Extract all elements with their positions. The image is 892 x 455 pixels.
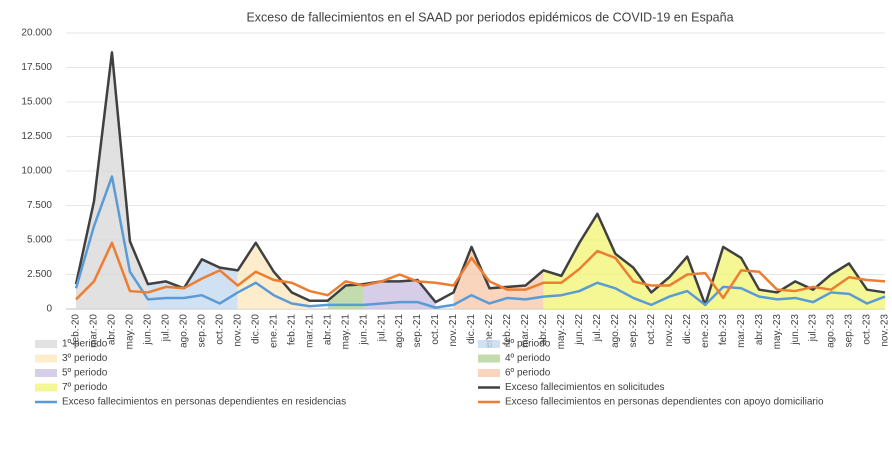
x-tick-label: jun.-23: [790, 314, 801, 346]
x-tick-label: ago.-20: [179, 314, 190, 348]
y-tick-label: 10.000: [21, 166, 52, 177]
x-tick-label: oct.-22: [646, 314, 657, 345]
legend-swatch: [35, 369, 57, 377]
x-tick-label: dic.-21: [466, 314, 477, 344]
x-tick-label: ago.-23: [826, 314, 837, 348]
x-tick-label: mar.-20: [89, 314, 100, 348]
x-tick-label: jun.-22: [574, 314, 585, 346]
x-tick-label: abr.-22: [538, 314, 549, 346]
legend-swatch: [478, 369, 500, 377]
legend-label: 5º periodo: [62, 368, 108, 379]
y-tick-label: 12.500: [21, 131, 52, 142]
period-area: [543, 213, 885, 309]
x-tick-label: sep.-22: [628, 314, 639, 348]
x-tick-label: nov.-21: [448, 314, 459, 347]
x-tick-label: jul.-23: [808, 314, 819, 343]
legend-label: 4º periodo: [505, 353, 551, 364]
x-tick-label: oct.-20: [214, 314, 225, 345]
series-line: [74, 51, 886, 307]
x-tick-label: oct.-23: [862, 314, 873, 345]
legend-label: Exceso fallecimientos en personas depend…: [505, 397, 824, 408]
x-tick-label: mar.-22: [520, 314, 531, 348]
chart-title: Exceso de fallecimientos en el SAAD por …: [246, 10, 733, 24]
x-tick-label: nov.-23: [880, 314, 891, 347]
y-tick-label: 0: [46, 304, 52, 315]
x-tick-label: feb.-21: [286, 314, 297, 346]
x-tick-label: mar.-21: [304, 314, 315, 348]
x-tick-label: oct.-21: [430, 314, 441, 345]
x-tick-label: dic.-20: [250, 314, 261, 344]
legend-swatch: [35, 354, 57, 363]
legend-label: Exceso fallecimientos en solicitudes: [505, 382, 665, 393]
legend-label: 2º periodo: [505, 339, 551, 350]
x-tick-label: nov.-20: [232, 314, 243, 347]
y-tick-label: 17.500: [21, 62, 52, 73]
series-line: [75, 241, 886, 301]
x-tick-label: ene.-23: [700, 314, 711, 348]
x-tick-label: feb.-22: [502, 314, 513, 346]
x-tick-label: mar.-23: [736, 314, 747, 348]
period-area: [327, 284, 364, 309]
x-tick-label: jun.-20: [143, 314, 154, 346]
y-tick-label: 2.500: [27, 269, 52, 280]
y-tick-label: 7.500: [27, 200, 52, 211]
y-tick-label: 20.000: [21, 28, 52, 39]
legend-swatch: [478, 340, 500, 348]
series-line: [74, 175, 886, 309]
x-tick-label: abr.-21: [322, 314, 333, 346]
x-tick-label: jul.-22: [592, 314, 603, 343]
x-tick-label: feb.-23: [718, 314, 729, 346]
legend-label: 7º periodo: [62, 382, 108, 393]
legend-label: 6º periodo: [505, 368, 551, 379]
x-tick-label: ago.-22: [610, 314, 621, 348]
x-tick-label: ene.-21: [268, 314, 279, 348]
x-tick-label: sep.-20: [196, 314, 207, 348]
legend-label: Exceso fallecimientos en personas depend…: [62, 397, 346, 408]
x-tick-label: jun.-21: [358, 314, 369, 346]
x-tick-label: abr.-23: [754, 314, 765, 346]
x-tick-label: sep.-23: [844, 314, 855, 348]
legend-label: 1º periodo: [62, 339, 108, 350]
x-tick-label: may.-22: [556, 314, 567, 350]
x-tick-label: ene.-22: [484, 314, 495, 348]
x-tick-label: sep.-21: [412, 314, 423, 348]
x-tick-label: nov.-22: [664, 314, 675, 347]
x-tick-label: feb.-20: [71, 314, 82, 346]
x-tick-label: may.-21: [340, 314, 351, 350]
x-tick-label: ago.-21: [394, 314, 405, 348]
x-tick-label: may.-20: [125, 314, 136, 350]
legend-swatch: [35, 340, 57, 348]
y-tick-label: 15.000: [21, 97, 52, 108]
x-tick-label: jul.-20: [161, 314, 172, 343]
x-tick-label: jul.-21: [376, 314, 387, 343]
legend-swatch: [478, 354, 500, 363]
legend-label: 3º periodo: [62, 353, 108, 364]
x-tick-label: abr.-20: [107, 314, 118, 346]
x-tick-label: may.-23: [772, 314, 783, 350]
x-tick-label: dic.-22: [682, 314, 693, 344]
y-tick-label: 5.000: [27, 235, 52, 246]
legend-swatch: [35, 383, 57, 392]
